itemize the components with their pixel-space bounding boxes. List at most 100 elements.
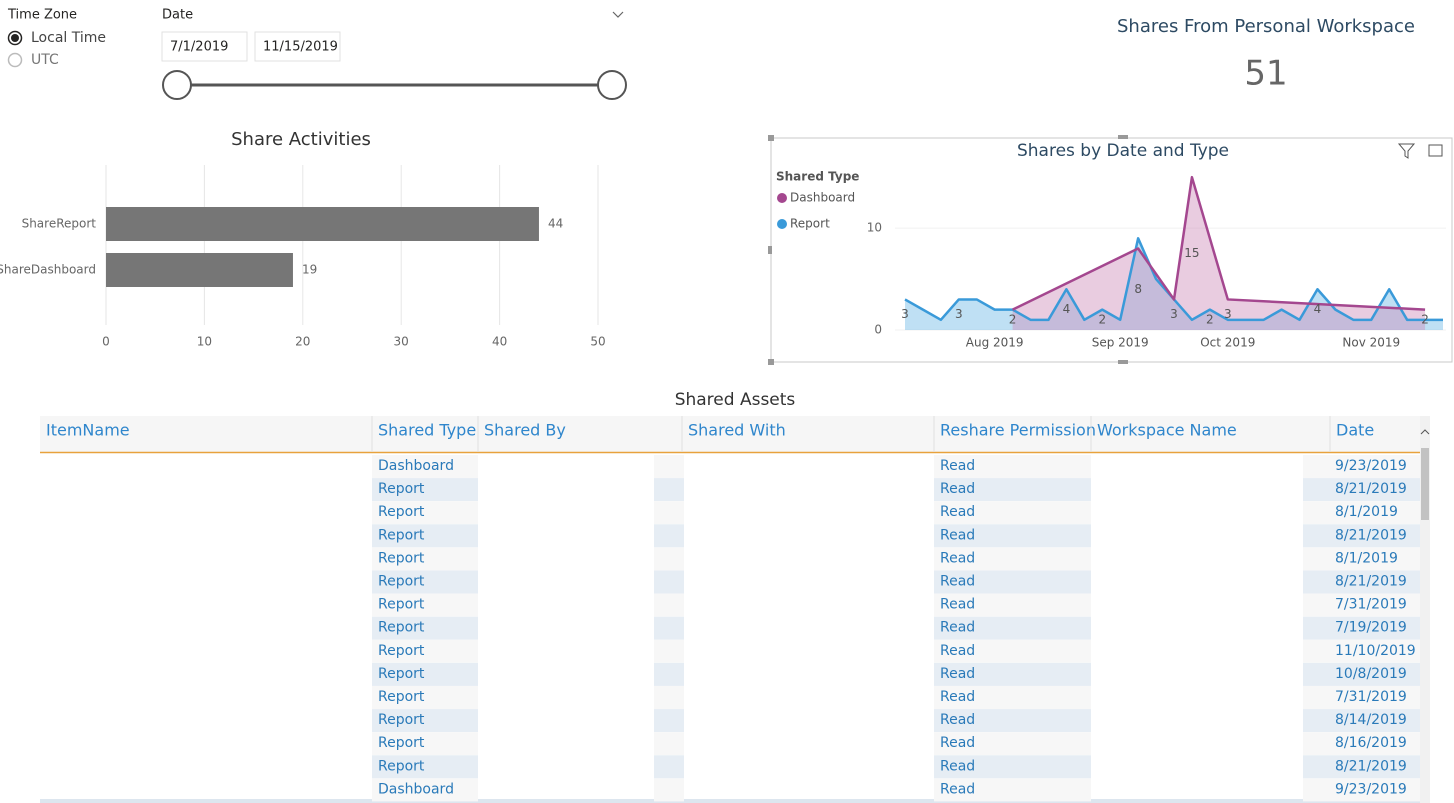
resize-handle[interactable]	[1118, 360, 1128, 364]
table-cell: 8/21/2019	[1335, 527, 1407, 543]
row-band	[372, 778, 478, 802]
x-tick-label: 0	[102, 335, 110, 349]
row-band	[1303, 732, 1420, 756]
x-tick-label: Aug 2019	[966, 336, 1024, 350]
radio-button[interactable]	[7, 52, 23, 68]
row-band	[372, 593, 478, 617]
column-header[interactable]: Shared Type	[378, 421, 476, 440]
row-band	[934, 662, 1091, 686]
data-label: 3	[1170, 307, 1178, 321]
row-band	[654, 547, 684, 571]
row-band	[654, 593, 684, 617]
row-band	[1303, 570, 1420, 594]
y-tick-label: 10	[867, 221, 882, 235]
date-input[interactable]	[161, 31, 248, 62]
row-band	[654, 639, 684, 663]
column-header[interactable]: Reshare Permission	[940, 421, 1096, 440]
table-cell: 11/10/2019	[1335, 643, 1416, 659]
row-band	[934, 478, 1091, 502]
row-band	[654, 524, 684, 548]
x-tick-label: 10	[197, 335, 212, 349]
x-tick-label: Nov 2019	[1342, 336, 1400, 350]
data-label: 44	[548, 217, 563, 231]
table-cell: Dashboard	[378, 781, 454, 797]
scrollbar-thumb[interactable]	[1421, 448, 1429, 520]
row-band	[372, 662, 478, 686]
table-cell: Read	[940, 781, 975, 797]
row-band	[654, 478, 684, 502]
data-label: 15	[1184, 246, 1199, 260]
data-label: 2	[1421, 312, 1429, 326]
filter-icon[interactable]	[1397, 143, 1416, 159]
data-label: 19	[302, 263, 317, 277]
row-band	[934, 593, 1091, 617]
row-band	[1303, 501, 1420, 525]
row-band	[372, 639, 478, 663]
series-line	[1012, 175, 1426, 311]
table-cell: Report	[378, 758, 425, 774]
dropdown-chevron[interactable]	[612, 11, 624, 18]
table-cell: Read	[940, 735, 975, 751]
focus-icon[interactable]	[1428, 144, 1443, 157]
resize-handle[interactable]	[768, 359, 774, 365]
slider-handle[interactable]	[597, 70, 627, 100]
row-band	[654, 778, 684, 802]
table-cell: Report	[378, 712, 425, 728]
bar	[106, 207, 539, 241]
scrollbar[interactable]	[1420, 416, 1430, 803]
legend-marker[interactable]	[777, 193, 787, 203]
y-tick-label: 0	[874, 323, 882, 337]
table-cell: Read	[940, 666, 975, 682]
y-tick-label: ShareDashboard	[0, 263, 96, 277]
resize-handle[interactable]	[1118, 135, 1128, 139]
row-band	[934, 616, 1091, 640]
row-band	[1303, 662, 1420, 686]
table-cell: Read	[940, 712, 975, 728]
legend-label[interactable]: Dashboard	[790, 191, 855, 205]
legend-marker[interactable]	[777, 219, 787, 229]
row-band	[934, 732, 1091, 756]
column-header[interactable]: Shared With	[688, 421, 786, 440]
row-band	[372, 732, 478, 756]
resize-handle[interactable]	[768, 135, 774, 141]
x-tick-label: 20	[295, 335, 310, 349]
data-label: 8	[1134, 282, 1142, 296]
date-end: 11/15/2019	[263, 40, 338, 55]
slider-handle[interactable]	[162, 70, 192, 100]
table-cell: 7/19/2019	[1335, 620, 1407, 636]
row-band	[654, 755, 684, 779]
row-band	[372, 547, 478, 571]
row-band	[372, 686, 478, 709]
table-cell: 9/23/2019	[1335, 781, 1407, 797]
legend-label[interactable]: Report	[790, 217, 830, 231]
table-cell: 8/21/2019	[1335, 481, 1407, 497]
table-cell: Read	[940, 643, 975, 659]
table-cell: Read	[940, 550, 975, 566]
table-cell: 8/1/2019	[1335, 504, 1398, 520]
table-cell: Report	[378, 735, 425, 751]
column-header[interactable]: Workspace Name	[1097, 421, 1237, 440]
row-band	[372, 455, 478, 478]
date-input[interactable]	[254, 31, 341, 62]
row-band	[1303, 755, 1420, 779]
row-band	[372, 478, 478, 502]
table-cell: Read	[940, 574, 975, 590]
table-cell: Report	[378, 504, 425, 520]
row-band	[1303, 524, 1420, 548]
column-header[interactable]: Shared By	[484, 421, 566, 440]
row-band	[372, 755, 478, 779]
row-band	[1303, 478, 1420, 502]
column-header[interactable]: ItemName	[46, 421, 130, 440]
x-tick-label: 50	[590, 335, 605, 349]
radio-label: Local Time	[31, 30, 106, 46]
column-header[interactable]: Date	[1336, 421, 1374, 440]
row-band	[934, 709, 1091, 733]
table-cell: 8/21/2019	[1335, 758, 1407, 774]
scroll-up[interactable]	[1420, 429, 1430, 435]
row-band	[654, 455, 684, 478]
table-cell: Report	[378, 574, 425, 590]
resize-handle[interactable]	[768, 246, 772, 254]
table-cell: Report	[378, 550, 425, 566]
table-cell: Report	[378, 597, 425, 613]
x-tick-label: Sep 2019	[1092, 336, 1149, 350]
